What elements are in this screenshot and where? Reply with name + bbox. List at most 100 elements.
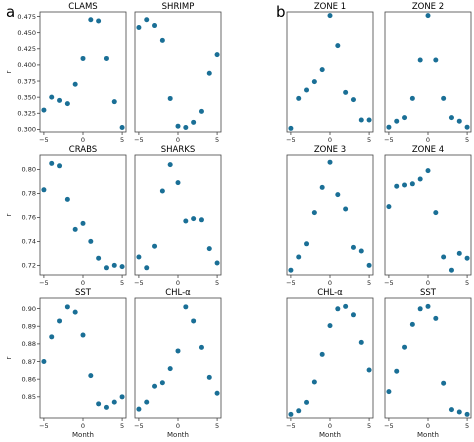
data-point [386, 389, 392, 395]
data-point [433, 57, 439, 63]
data-point [96, 18, 102, 24]
y-tick-label: 0.350 [17, 93, 36, 101]
data-point [111, 99, 117, 105]
data-point [167, 366, 173, 372]
data-point [319, 184, 325, 190]
data-point [464, 255, 470, 261]
plot-frame [39, 154, 127, 276]
panel-zone1: ZONE 1 −5 0 5 [286, 2, 374, 144]
x-tick-label: 5 [215, 422, 219, 430]
panel-zone4: ZONE 4 −5 0 5 [384, 145, 472, 287]
data-point [175, 348, 181, 354]
data-point [214, 260, 220, 266]
x-tick-label: 5 [465, 279, 469, 287]
data-point [152, 23, 158, 29]
x-tick-label: −5 [286, 279, 296, 287]
data-point [191, 119, 197, 125]
panel-crabs: CRABS −5 0 5 0.72 0.74 0.76 0.78 0.80 r [5, 145, 127, 287]
x-tick-label: −5 [384, 279, 394, 287]
panel-shrimp: SHRIMP −5 0 5 [134, 2, 222, 144]
y-tick-label: 0.89 [22, 323, 36, 331]
y-tick-label: 0.80 [22, 166, 36, 174]
y-tick-label: 0.400 [17, 61, 36, 69]
x-tick-label: −5 [134, 422, 144, 430]
data-point [88, 238, 94, 244]
plot-frame [286, 11, 374, 133]
data-point [288, 125, 294, 131]
data-point [206, 374, 212, 380]
data-point [111, 262, 117, 268]
data-point [366, 117, 372, 123]
data-point [175, 123, 181, 129]
data-point [402, 115, 408, 121]
data-point [409, 321, 415, 327]
data-point [448, 267, 454, 273]
x-tick-label: 5 [465, 422, 469, 430]
x-tick-label: 0 [426, 136, 430, 144]
x-tick-label: 0 [426, 279, 430, 287]
panel-title: CHL-α [165, 288, 191, 298]
data-point [464, 124, 470, 130]
data-point [358, 248, 364, 254]
panel-sst_a: SST −5 0 5 0.85 0.86 0.87 0.88 0.89 0.90 r Month [5, 288, 127, 439]
panel-title: ZONE 4 [412, 145, 444, 155]
data-point [304, 399, 310, 405]
panel-title: ZONE 3 [314, 145, 346, 155]
panel-clams: CLAMS −5 0 5 0.300 0.325 0.350 0.375 0.400 0.425 0… [5, 2, 127, 144]
y-tick-label: 0.425 [17, 45, 36, 53]
x-tick-label: −5 [39, 136, 49, 144]
panel-title: CRABS [69, 145, 97, 155]
x-axis-label: Month [417, 431, 439, 439]
data-point [425, 303, 431, 309]
x-tick-label: 5 [120, 136, 124, 144]
data-point [49, 334, 55, 340]
data-point [386, 124, 392, 130]
x-tick-label: 5 [465, 136, 469, 144]
data-point [441, 380, 447, 386]
data-point [327, 13, 333, 19]
x-axis-label: Month [319, 431, 341, 439]
plot-frame [384, 11, 472, 133]
x-tick-label: −5 [134, 136, 144, 144]
data-point [198, 217, 204, 223]
data-point [417, 57, 423, 63]
data-point [417, 176, 423, 182]
data-point [49, 94, 55, 100]
y-tick-label: 0.72 [22, 262, 36, 270]
data-point [343, 303, 349, 309]
y-tick-label: 0.74 [22, 238, 36, 246]
data-point [433, 210, 439, 216]
panel-title: CLAMS [68, 2, 97, 12]
data-point [350, 312, 356, 318]
data-point [49, 160, 55, 166]
data-point [311, 210, 317, 216]
data-point [72, 226, 78, 232]
x-tick-label: −5 [384, 136, 394, 144]
data-point [358, 117, 364, 123]
panel-zone2: ZONE 2 −5 0 5 [384, 2, 472, 144]
data-point [183, 124, 189, 130]
data-point [159, 188, 165, 194]
data-point [448, 115, 454, 121]
y-tick-label: 0.90 [22, 305, 36, 313]
x-tick-label: 0 [328, 279, 332, 287]
data-point [103, 404, 109, 410]
data-point [441, 95, 447, 101]
panel-title: SST [75, 288, 92, 298]
data-point [103, 55, 109, 61]
data-point [311, 379, 317, 385]
data-point [335, 192, 341, 198]
x-tick-label: 0 [176, 422, 180, 430]
x-tick-label: 0 [426, 422, 430, 430]
data-point [144, 17, 150, 23]
panels: CLAMS −5 0 5 0.300 0.325 0.350 0.375 0.400 0.425 0… [5, 2, 472, 439]
data-point [198, 344, 204, 350]
x-tick-label: 5 [367, 422, 371, 430]
data-point [288, 411, 294, 417]
x-tick-label: −5 [39, 279, 49, 287]
data-point [64, 304, 70, 310]
x-tick-label: −5 [39, 422, 49, 430]
data-point [152, 243, 158, 249]
data-point [417, 306, 423, 312]
